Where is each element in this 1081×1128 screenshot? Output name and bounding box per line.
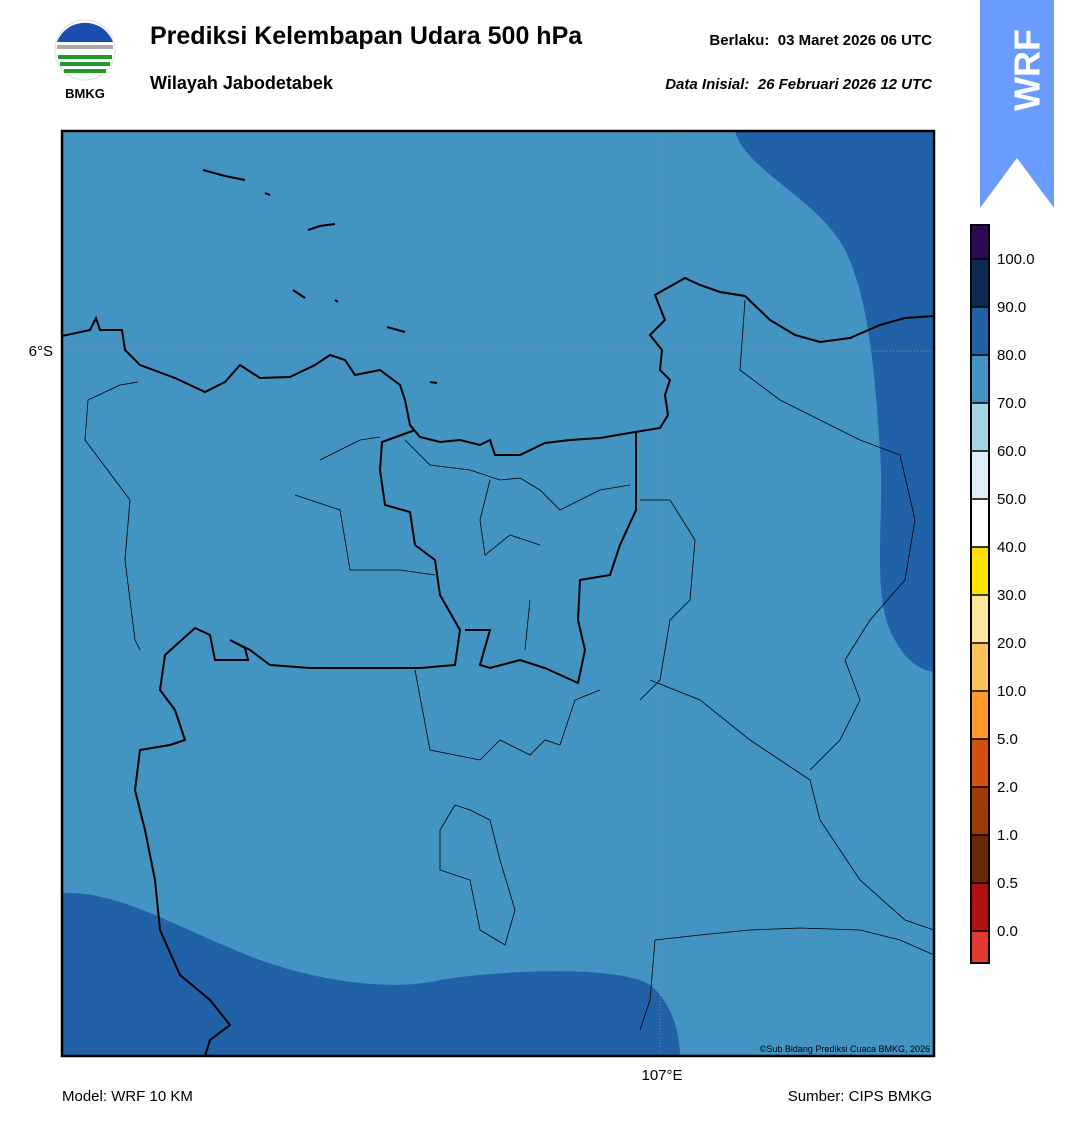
colorbar-segment xyxy=(971,835,989,883)
colorbar-label: 60.0 xyxy=(997,443,1026,460)
colorbar-label: 2.0 xyxy=(997,779,1018,796)
lat-label: 6°S xyxy=(29,343,53,360)
colorbar-segment xyxy=(971,691,989,739)
humidity-zone xyxy=(62,892,680,1056)
map-frame xyxy=(60,129,936,1058)
logo-text: BMKG xyxy=(65,86,105,101)
logo: BMKG xyxy=(54,19,116,101)
colorbar-label: 0.5 xyxy=(997,875,1018,892)
colorbar-label: 1.0 xyxy=(997,827,1018,844)
colorbar-label: 20.0 xyxy=(997,635,1026,652)
colorbar-frame xyxy=(970,224,990,964)
colorbar-segment xyxy=(971,499,989,547)
credit: ©Sub Bidang Prediksi Cuaca BMKG, 2026 xyxy=(760,1044,930,1054)
colorbar-segment xyxy=(971,595,989,643)
colorbar-label: 70.0 xyxy=(997,395,1026,412)
colorbar-segment xyxy=(971,643,989,691)
colorbar-segment xyxy=(971,403,989,451)
footer-model: Model: WRF 10 KM xyxy=(62,1088,193,1105)
colorbar-segment xyxy=(971,355,989,403)
lon-label: 107°E xyxy=(641,1067,682,1084)
colorbar-label: 5.0 xyxy=(997,731,1018,748)
colorbar-segment xyxy=(971,307,989,355)
humidity-zone xyxy=(735,131,934,672)
colorbar-segment xyxy=(971,787,989,835)
colorbar-segment xyxy=(971,225,989,259)
colorbar-segment xyxy=(971,739,989,787)
init-time: Data Inisial: 26 Februari 2026 12 UTC xyxy=(665,76,933,93)
subtitle: Wilayah Jabodetabek xyxy=(150,73,334,93)
colorbar-label: 0.0 xyxy=(997,923,1018,940)
badge-text: WRF xyxy=(1007,29,1048,111)
colorbar-segment xyxy=(971,259,989,307)
colorbar-label: 90.0 xyxy=(997,299,1026,316)
map: ©Sub Bidang Prediksi Cuaca BMKG, 2026 xyxy=(62,131,934,1056)
footer-source: Sumber: CIPS BMKG xyxy=(788,1088,932,1105)
title: Prediksi Kelembapan Udara 500 hPa xyxy=(150,22,583,50)
colorbar-label: 80.0 xyxy=(997,347,1026,364)
colorbar-label: 10.0 xyxy=(997,683,1026,700)
colorbar: 100.0 90.0 80.0 70.0 60.0 50.0 40.0 30.0 20.0 10.… xyxy=(970,224,1035,964)
colorbar-label: 50.0 xyxy=(997,491,1026,508)
wrf-badge xyxy=(980,0,1054,208)
colorbar-segment xyxy=(971,547,989,595)
colorbar-segment xyxy=(971,931,989,963)
colorbar-segment xyxy=(971,883,989,931)
valid-time: Berlaku: 03 Maret 2026 06 UTC xyxy=(709,32,932,49)
colorbar-label: 100.0 xyxy=(997,251,1035,268)
colorbar-label: 40.0 xyxy=(997,539,1026,556)
colorbar-segment xyxy=(971,451,989,499)
colorbar-label: 30.0 xyxy=(997,587,1026,604)
